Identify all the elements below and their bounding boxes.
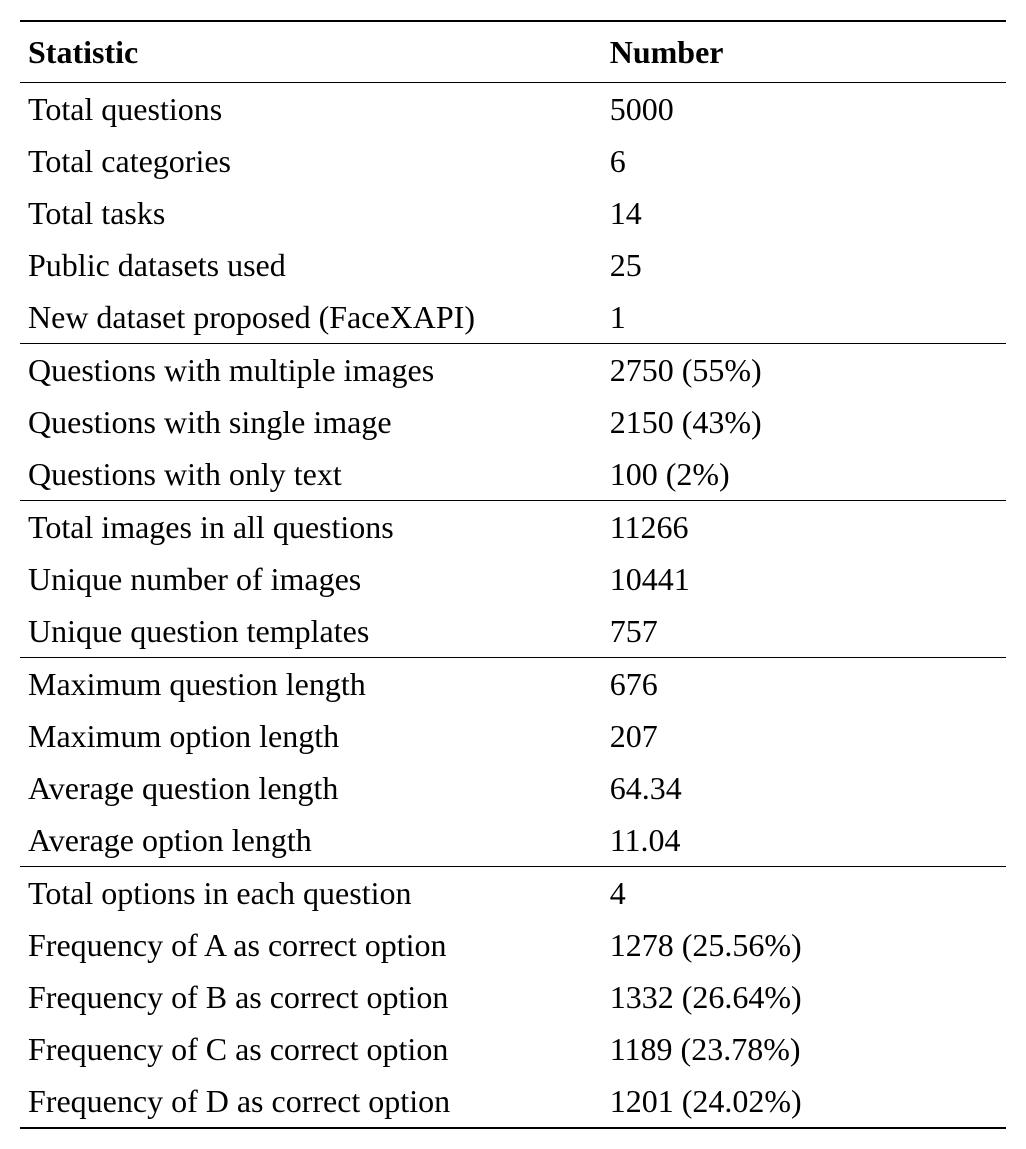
table-row: New dataset proposed (FaceXAPI) 1 [20,291,1006,344]
stat-cell: Questions with multiple images [20,344,602,397]
stat-cell: New dataset proposed (FaceXAPI) [20,291,602,344]
column-header-number: Number [602,21,1006,83]
table-row: Average question length 64.34 [20,762,1006,814]
stat-cell: Average option length [20,814,602,867]
table-row: Total tasks 14 [20,187,1006,239]
num-cell: 64.34 [602,762,1006,814]
stat-cell: Frequency of C as correct option [20,1023,602,1075]
table-row: Questions with single image 2150 (43%) [20,396,1006,448]
num-cell: 100 (2%) [602,448,1006,501]
stat-cell: Frequency of A as correct option [20,919,602,971]
stat-cell: Maximum question length [20,658,602,711]
num-cell: 1189 (23.78%) [602,1023,1006,1075]
table-row: Total images in all questions 11266 [20,501,1006,554]
table-row: Maximum question length 676 [20,658,1006,711]
num-cell: 1 [602,291,1006,344]
num-cell: 11266 [602,501,1006,554]
table-row: Frequency of D as correct option 1201 (2… [20,1075,1006,1128]
num-cell: 2150 (43%) [602,396,1006,448]
stat-cell: Total options in each question [20,867,602,920]
stat-cell: Total images in all questions [20,501,602,554]
statistics-table: Statistic Number Total questions 5000 To… [20,20,1006,1129]
num-cell: 25 [602,239,1006,291]
stat-cell: Average question length [20,762,602,814]
table-row: Questions with only text 100 (2%) [20,448,1006,501]
table-row: Total categories 6 [20,135,1006,187]
table-row: Public datasets used 25 [20,239,1006,291]
num-cell: 1278 (25.56%) [602,919,1006,971]
stat-cell: Public datasets used [20,239,602,291]
num-cell: 676 [602,658,1006,711]
stat-cell: Unique number of images [20,553,602,605]
num-cell: 207 [602,710,1006,762]
table-row: Average option length 11.04 [20,814,1006,867]
column-header-statistic: Statistic [20,21,602,83]
table-row: Questions with multiple images 2750 (55%… [20,344,1006,397]
table-row: Total options in each question 4 [20,867,1006,920]
num-cell: 4 [602,867,1006,920]
num-cell: 6 [602,135,1006,187]
num-cell: 1201 (24.02%) [602,1075,1006,1128]
table-row: Unique number of images 10441 [20,553,1006,605]
stat-cell: Questions with single image [20,396,602,448]
stat-cell: Total categories [20,135,602,187]
stat-cell: Total tasks [20,187,602,239]
num-cell: 5000 [602,83,1006,136]
num-cell: 757 [602,605,1006,658]
stat-cell: Frequency of D as correct option [20,1075,602,1128]
table-row: Frequency of A as correct option 1278 (2… [20,919,1006,971]
stat-cell: Questions with only text [20,448,602,501]
table-row: Maximum option length 207 [20,710,1006,762]
stat-cell: Frequency of B as correct option [20,971,602,1023]
num-cell: 2750 (55%) [602,344,1006,397]
stat-cell: Total questions [20,83,602,136]
num-cell: 1332 (26.64%) [602,971,1006,1023]
table-row: Frequency of C as correct option 1189 (2… [20,1023,1006,1075]
stat-cell: Unique question templates [20,605,602,658]
table-body: Total questions 5000 Total categories 6 … [20,83,1006,1129]
table-row: Frequency of B as correct option 1332 (2… [20,971,1006,1023]
table-header-row: Statistic Number [20,21,1006,83]
num-cell: 14 [602,187,1006,239]
num-cell: 10441 [602,553,1006,605]
stat-cell: Maximum option length [20,710,602,762]
num-cell: 11.04 [602,814,1006,867]
table-row: Unique question templates 757 [20,605,1006,658]
table-row: Total questions 5000 [20,83,1006,136]
